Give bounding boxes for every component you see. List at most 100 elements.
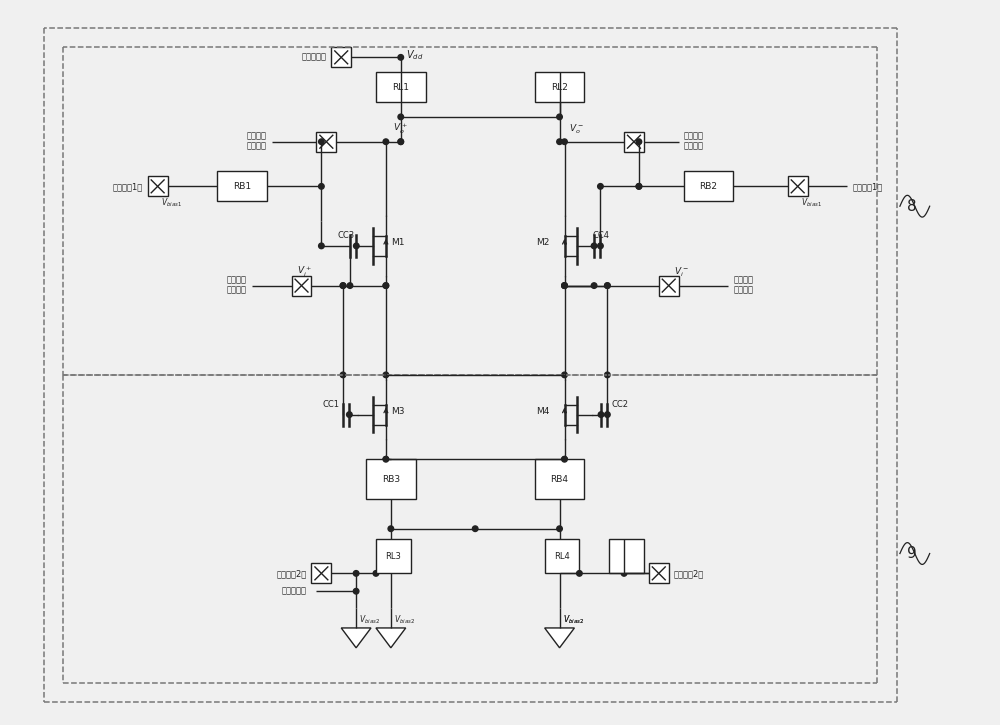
Circle shape	[398, 54, 404, 60]
Bar	[311, 563, 331, 584]
Circle shape	[605, 283, 610, 289]
Text: RL3: RL3	[385, 552, 401, 560]
Bar	[316, 132, 336, 152]
Text: M3: M3	[391, 407, 404, 416]
Circle shape	[319, 183, 324, 189]
Text: $V_{bias2}$: $V_{bias2}$	[563, 613, 584, 626]
Text: 输入正端: 输入正端	[227, 285, 247, 294]
Bar	[148, 176, 168, 196]
Circle shape	[636, 183, 642, 189]
Circle shape	[636, 139, 642, 144]
Circle shape	[347, 283, 353, 289]
Circle shape	[383, 372, 389, 378]
Text: $V_{bias1}$: $V_{bias1}$	[801, 196, 822, 209]
Circle shape	[353, 571, 359, 576]
Text: $V_{bias2}$: $V_{bias2}$	[563, 613, 584, 626]
Text: $V_o^-$: $V_o^-$	[569, 123, 584, 136]
Bar	[609, 539, 644, 573]
Text: RB4: RB4	[551, 475, 569, 484]
Circle shape	[353, 589, 359, 594]
Circle shape	[562, 457, 567, 462]
Circle shape	[591, 243, 597, 249]
Text: M4: M4	[536, 407, 550, 416]
Text: $V_{dd}$: $V_{dd}$	[406, 49, 423, 62]
Circle shape	[562, 139, 567, 144]
Circle shape	[398, 139, 404, 144]
Text: $V_i^-$: $V_i^-$	[674, 265, 688, 278]
Text: 偏置电压2端: 偏置电压2端	[674, 569, 704, 578]
Bar	[684, 172, 733, 202]
Circle shape	[598, 243, 603, 249]
Text: CC3: CC3	[338, 231, 355, 241]
Circle shape	[340, 283, 346, 289]
Text: M2: M2	[536, 239, 550, 247]
Text: $V_o^+$: $V_o^+$	[393, 122, 408, 136]
Circle shape	[398, 114, 404, 120]
Circle shape	[562, 283, 567, 289]
Text: RB3: RB3	[382, 475, 400, 484]
Text: 9: 9	[907, 546, 917, 561]
Circle shape	[562, 372, 567, 378]
Circle shape	[319, 139, 324, 144]
Bar	[366, 459, 416, 499]
Text: RL2: RL2	[551, 83, 568, 91]
Polygon shape	[545, 628, 574, 648]
Text: 偏置电压1端: 偏置电压1端	[113, 182, 143, 191]
Bar	[659, 276, 679, 296]
Bar	[331, 47, 351, 67]
Circle shape	[340, 372, 346, 378]
Text: 射频信号: 射频信号	[227, 276, 247, 284]
Text: 射频信号: 射频信号	[733, 276, 753, 284]
Text: RL4: RL4	[554, 552, 570, 560]
Circle shape	[636, 183, 642, 189]
Bar	[535, 459, 584, 499]
Circle shape	[557, 114, 562, 120]
Bar	[376, 72, 426, 102]
Bar	[649, 563, 669, 584]
Text: $V_{bias2}$: $V_{bias2}$	[359, 613, 380, 626]
Text: RL1: RL1	[392, 83, 409, 91]
Text: 偏置电压1端: 偏置电压1端	[852, 182, 883, 191]
Text: M1: M1	[391, 239, 404, 247]
Circle shape	[562, 283, 567, 289]
Text: CC1: CC1	[322, 400, 339, 409]
Circle shape	[388, 526, 394, 531]
Polygon shape	[341, 628, 371, 648]
Circle shape	[577, 571, 582, 576]
Circle shape	[354, 243, 359, 249]
Bar	[535, 72, 584, 102]
Circle shape	[383, 283, 389, 289]
Circle shape	[347, 412, 352, 418]
Circle shape	[383, 139, 389, 144]
Circle shape	[605, 283, 610, 289]
Bar	[788, 176, 808, 196]
Text: 输出负端: 输出负端	[684, 141, 704, 150]
Bar	[292, 276, 311, 296]
Circle shape	[319, 243, 324, 249]
Circle shape	[621, 571, 627, 576]
Circle shape	[557, 526, 562, 531]
Text: 电压源负端: 电压源负端	[281, 587, 306, 596]
Text: RB2: RB2	[699, 182, 717, 191]
Circle shape	[398, 139, 404, 144]
Text: 射频信号: 射频信号	[247, 131, 267, 140]
Text: $V_{bias2}$: $V_{bias2}$	[394, 613, 415, 626]
Text: 电压源正端: 电压源正端	[301, 53, 326, 62]
Text: $V_i^+$: $V_i^+$	[297, 265, 311, 278]
Circle shape	[605, 412, 610, 418]
Bar	[217, 172, 267, 202]
Bar	[545, 539, 579, 573]
Text: 偏置电压2端: 偏置电压2端	[276, 569, 306, 578]
Text: CC2: CC2	[611, 400, 628, 409]
Circle shape	[373, 571, 379, 576]
Circle shape	[557, 139, 562, 144]
Circle shape	[591, 283, 597, 289]
Circle shape	[598, 183, 603, 189]
Circle shape	[562, 283, 567, 289]
Polygon shape	[376, 628, 406, 648]
Circle shape	[383, 283, 389, 289]
Circle shape	[562, 457, 567, 462]
Circle shape	[605, 372, 610, 378]
Text: RB1: RB1	[233, 182, 251, 191]
Text: $V_{bias1}$: $V_{bias1}$	[161, 196, 182, 209]
